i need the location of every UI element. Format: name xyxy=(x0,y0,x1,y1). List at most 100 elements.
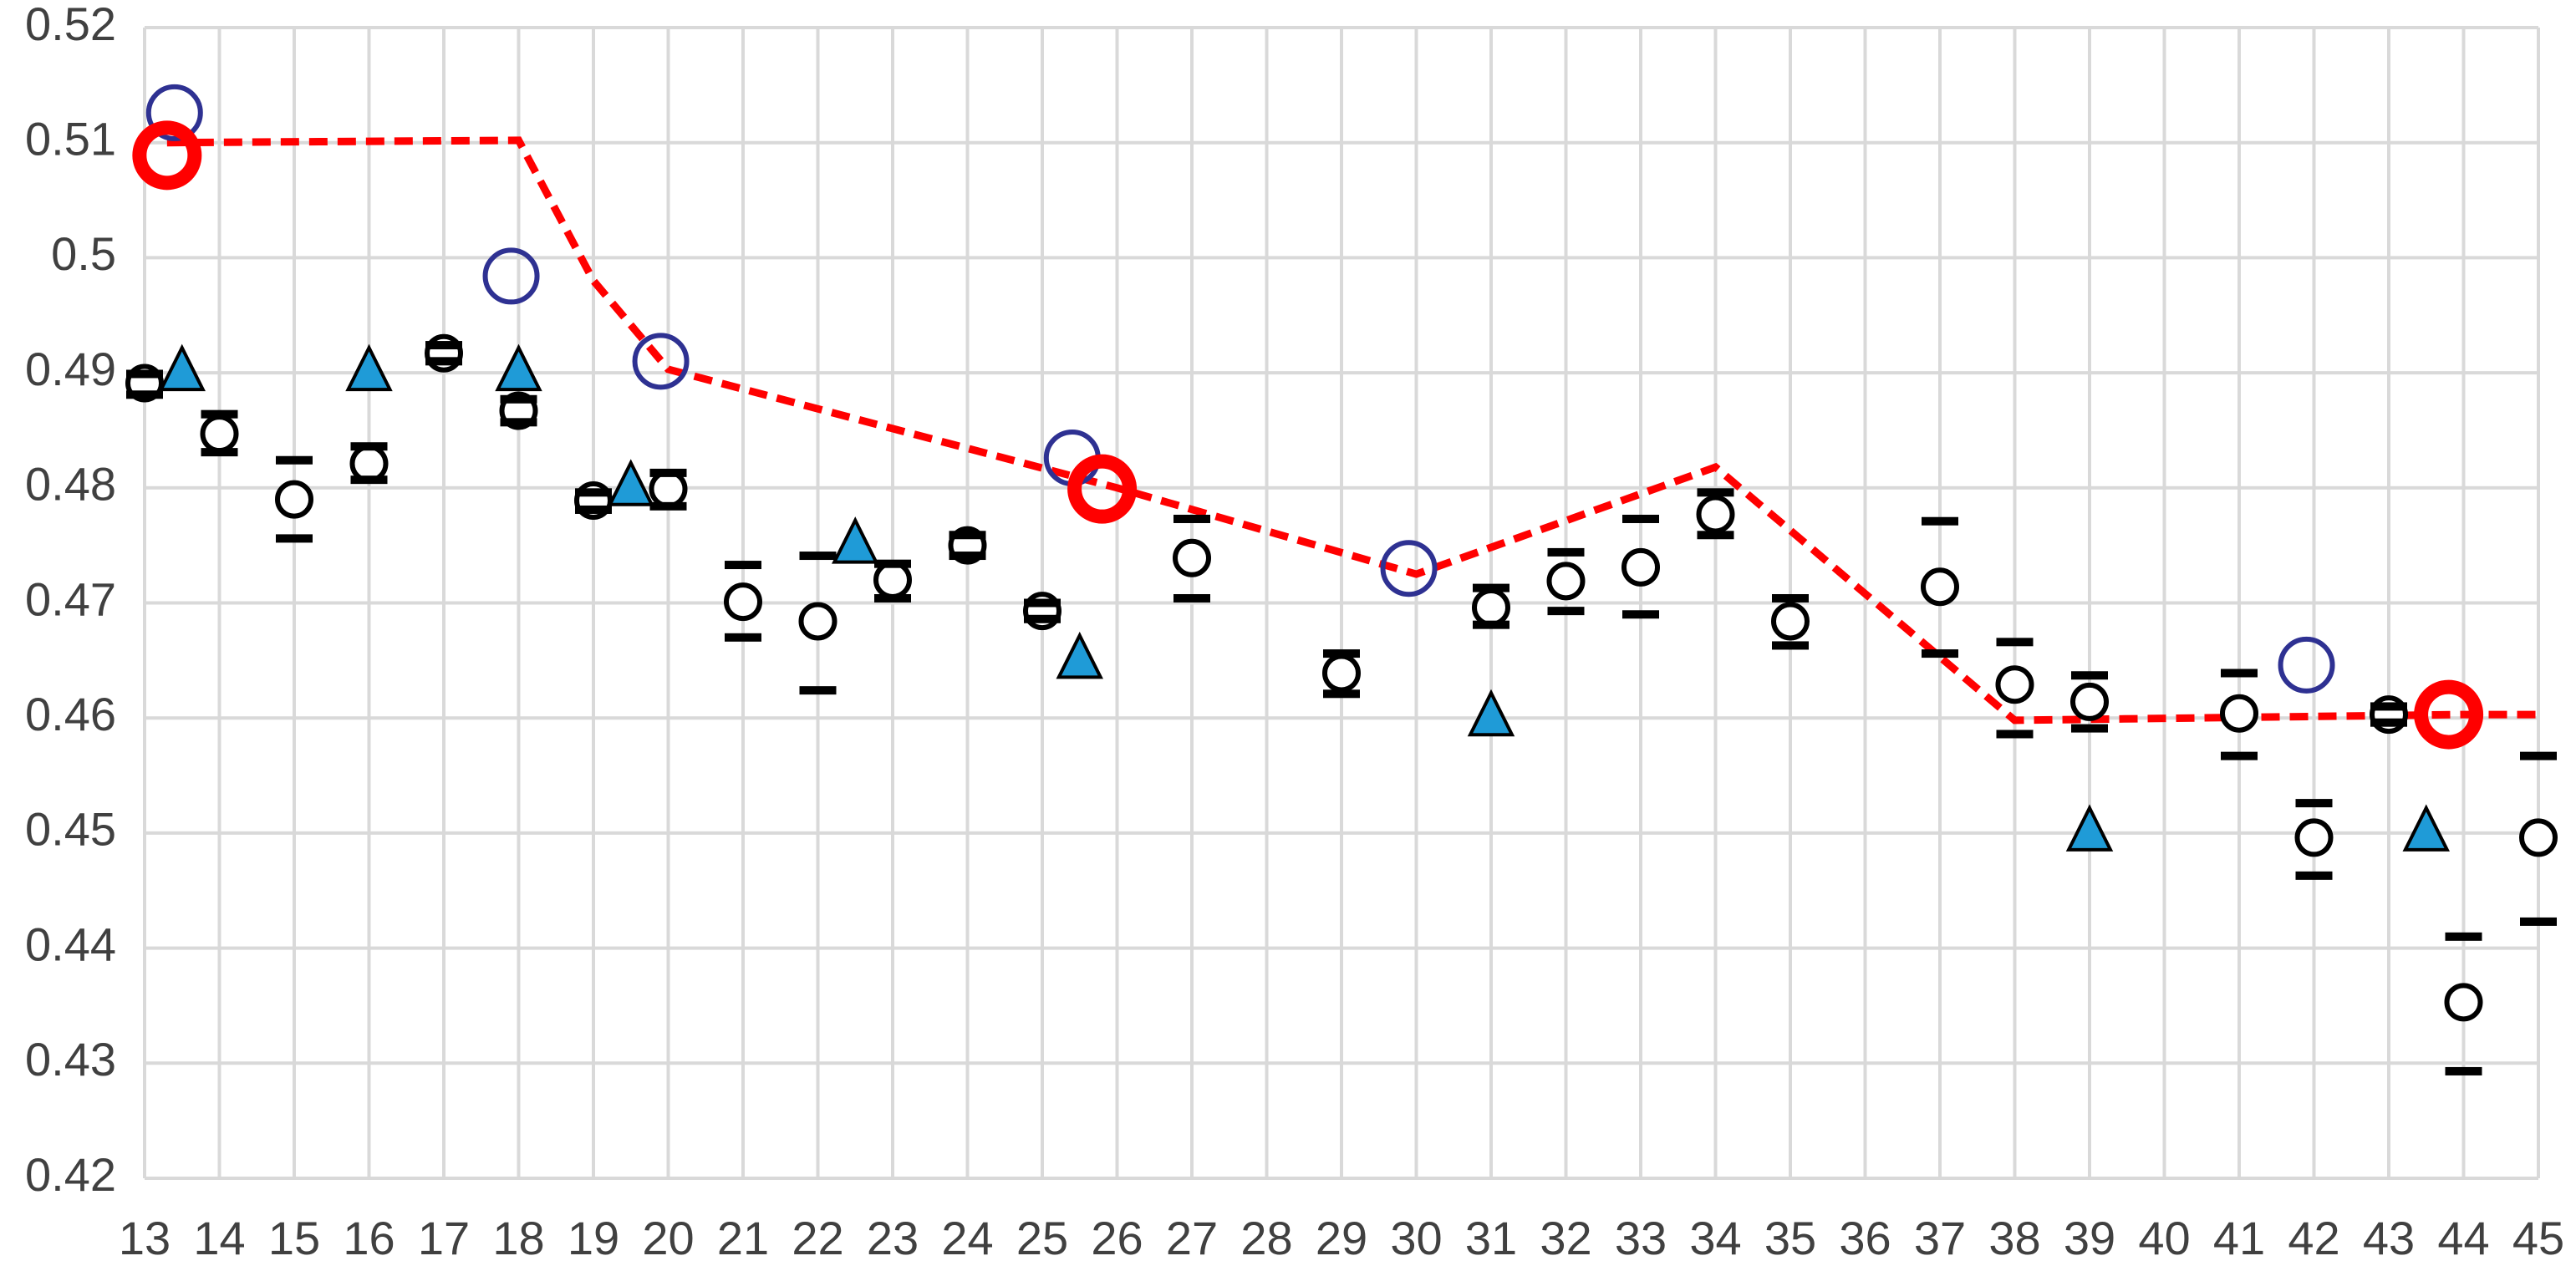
error-cap-low xyxy=(425,357,462,366)
error-cap-high xyxy=(1323,649,1360,658)
error-cap-low xyxy=(350,475,388,485)
error-cap-high xyxy=(2295,799,2333,808)
triangle-point xyxy=(1056,631,1103,679)
error-cap-low xyxy=(1473,620,1509,629)
triangle-point xyxy=(1467,689,1515,737)
x-tick-label: 22 xyxy=(792,1212,843,1264)
mean-point xyxy=(1173,538,1211,577)
error-cap-high xyxy=(2520,751,2557,760)
mean-point xyxy=(1921,567,1959,607)
x-tick-label: 21 xyxy=(717,1212,769,1264)
error-cap-high xyxy=(2370,702,2407,711)
error-cap-low xyxy=(126,390,163,399)
ring-point xyxy=(632,333,690,390)
ring-point xyxy=(2278,636,2335,694)
triangle-point xyxy=(345,343,393,392)
mean-point xyxy=(275,480,313,519)
triangle-point xyxy=(158,343,206,392)
error-cap-high xyxy=(1922,516,1958,526)
error-cap-high xyxy=(201,409,238,419)
x-tick-label: 14 xyxy=(193,1212,245,1264)
y-tick-label: 0.49 xyxy=(25,343,116,395)
x-tick-label: 32 xyxy=(1540,1212,1591,1264)
error-cap-low xyxy=(874,593,911,602)
x-tick-label: 27 xyxy=(1166,1212,1218,1264)
error-cap-high xyxy=(575,488,612,497)
y-tick-label: 0.42 xyxy=(25,1148,116,1201)
error-cap-high xyxy=(799,552,837,561)
error-cap-high xyxy=(276,455,313,465)
error-cap-low xyxy=(2295,871,2333,880)
mean-point xyxy=(1322,653,1361,693)
ring-point xyxy=(482,247,540,305)
x-tick-label: 19 xyxy=(568,1212,619,1264)
x-tick-label: 39 xyxy=(2064,1212,2115,1264)
ring-point xyxy=(1380,540,1438,597)
y-tick-label: 0.43 xyxy=(25,1033,116,1086)
mean-point xyxy=(2444,983,2483,1022)
x-tick-label: 36 xyxy=(1839,1212,1891,1264)
mean-point xyxy=(649,470,688,509)
x-tick-label: 24 xyxy=(941,1212,993,1264)
error-cap-high xyxy=(1173,514,1210,523)
error-cap-high xyxy=(2221,669,2258,678)
x-tick-label: 16 xyxy=(343,1212,395,1264)
x-tick-label: 31 xyxy=(1465,1212,1517,1264)
triangle-point xyxy=(495,343,542,392)
error-cap-high xyxy=(350,442,388,451)
error-cap-high xyxy=(425,341,462,350)
error-cap-high xyxy=(500,394,537,404)
x-tick-label: 15 xyxy=(268,1212,320,1264)
error-cap-low xyxy=(2445,1066,2482,1075)
error-cap-high xyxy=(1024,598,1061,608)
x-tick-label: 35 xyxy=(1764,1212,1816,1264)
x-tick-label: 43 xyxy=(2363,1212,2415,1264)
mean-point xyxy=(2070,682,2109,721)
y-tick-label: 0.48 xyxy=(25,458,116,511)
error-cap-high xyxy=(725,561,761,570)
error-cap-low xyxy=(1547,607,1585,616)
x-tick-label: 33 xyxy=(1615,1212,1667,1264)
error-cap-high xyxy=(949,531,986,540)
error-cap-low xyxy=(500,418,537,427)
x-tick-label: 17 xyxy=(418,1212,470,1264)
error-cap-low xyxy=(649,501,687,511)
x-tick-label: 20 xyxy=(642,1212,694,1264)
mean-point xyxy=(798,602,837,641)
mean-point xyxy=(1546,562,1586,601)
x-tick-label: 25 xyxy=(1016,1212,1068,1264)
error-cap-low xyxy=(201,448,238,457)
mean-point xyxy=(2220,694,2258,733)
error-cap-low xyxy=(1996,730,2034,739)
mean-point xyxy=(873,560,912,599)
error-cap-low xyxy=(1622,610,1659,619)
x-tick-label: 44 xyxy=(2437,1212,2489,1264)
error-cap-high xyxy=(1473,583,1509,592)
mean-point xyxy=(1472,588,1510,628)
error-cap-high xyxy=(1547,547,1585,557)
ring-point xyxy=(145,84,203,141)
triangle-point xyxy=(832,516,879,564)
bold-ring-point xyxy=(2414,679,2484,750)
error-cap-high xyxy=(1622,514,1659,523)
bold-ring-point xyxy=(132,120,202,191)
error-cap-high xyxy=(1772,593,1809,602)
x-tick-label: 23 xyxy=(867,1212,919,1264)
x-tick-label: 29 xyxy=(1316,1212,1367,1264)
mean-point xyxy=(2519,818,2558,857)
error-cap-low xyxy=(2520,917,2557,926)
error-cap-low xyxy=(2071,724,2108,733)
x-tick-label: 13 xyxy=(119,1212,171,1264)
error-cap-high xyxy=(1697,488,1734,497)
error-cap-low xyxy=(1024,614,1061,623)
x-tick-label: 41 xyxy=(2213,1212,2265,1264)
y-tick-label: 0.5 xyxy=(51,227,116,280)
x-tick-label: 45 xyxy=(2512,1212,2564,1264)
error-cap-low xyxy=(2370,718,2407,727)
error-cap-high xyxy=(2445,932,2482,941)
x-tick-label: 18 xyxy=(492,1212,544,1264)
error-cap-low xyxy=(276,534,313,543)
error-cap-low xyxy=(1173,593,1210,602)
